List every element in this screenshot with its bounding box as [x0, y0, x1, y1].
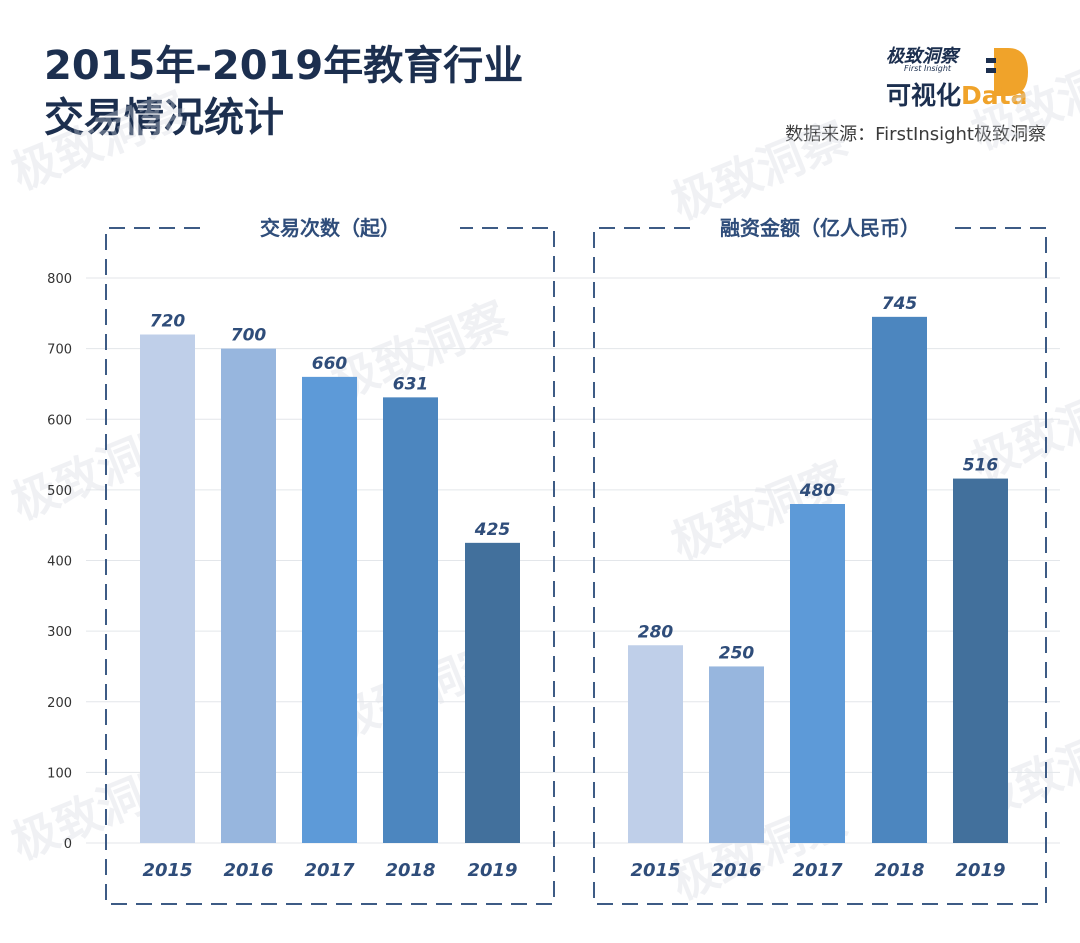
logo-top-text: 极致洞察 — [886, 46, 958, 67]
y-tick-label: 200 — [47, 696, 72, 711]
bar — [872, 316, 927, 843]
y-tick-label: 400 — [47, 555, 72, 570]
page-title: 2015年-2019年教育行业 交易情况统计 — [44, 40, 523, 144]
bars-layer — [140, 316, 1008, 843]
x-tick-label: 2017 — [792, 860, 843, 881]
x-tick-label: 2015 — [630, 860, 680, 881]
x-tick-label: 2019 — [467, 860, 517, 881]
value-label: 631 — [393, 374, 429, 394]
x-tick-label: 2018 — [385, 860, 435, 881]
bar — [465, 542, 520, 843]
value-label: 516 — [963, 456, 999, 476]
bar — [140, 334, 195, 843]
y-tick-label: 300 — [47, 625, 72, 640]
bar — [628, 645, 683, 843]
watermark-text: 极致洞察 — [4, 81, 195, 200]
value-label: 480 — [799, 481, 836, 501]
watermark-text: 极致洞察 — [964, 41, 1080, 160]
logo-sub-text: First Insight — [904, 64, 952, 73]
source-note: 数据来源：FirstInsight极致洞察 — [785, 124, 1046, 145]
value-label: 720 — [150, 312, 186, 332]
value-label: 660 — [312, 354, 348, 374]
x-tick-label: 2015 — [142, 860, 192, 881]
labels-layer: 0 100 200 300 400 500 600 700 800 交易次数（起） 720 2015 7… — [47, 216, 1005, 881]
y-tick-label: 500 — [47, 484, 72, 499]
panel-frames — [105, 227, 1047, 905]
watermark-text: 极致洞察 — [664, 111, 855, 230]
title-line-2: 交易情况统计 — [44, 95, 284, 141]
title-line-1: 2015年-2019年教育行业 — [44, 43, 524, 89]
panel-title: 交易次数（起） — [260, 216, 400, 240]
panel-frame — [593, 227, 1047, 905]
panel-title: 融资金额（亿人民币） — [720, 216, 920, 240]
logo-main-text: 可视化Data — [886, 76, 1027, 112]
y-tick-label: 100 — [47, 766, 72, 781]
x-tick-label: 2017 — [304, 860, 355, 881]
x-tick-label: 2016 — [711, 860, 761, 881]
bar — [221, 348, 276, 843]
y-tick-label: 700 — [47, 343, 72, 358]
value-label: 280 — [638, 622, 674, 642]
logo-d-icon — [986, 48, 1028, 96]
bar — [302, 376, 357, 843]
y-tick-label: 600 — [47, 413, 72, 428]
x-tick-label: 2016 — [223, 860, 273, 881]
bar — [953, 478, 1008, 843]
bar — [790, 504, 845, 843]
value-label: 425 — [474, 520, 511, 540]
bar — [383, 397, 438, 843]
logo-main-cn: 可视化 — [886, 81, 962, 110]
logo-main-accent: Data — [961, 81, 1028, 110]
y-tick-label: 800 — [47, 272, 72, 287]
x-tick-label: 2018 — [874, 860, 924, 881]
value-label: 250 — [719, 643, 755, 663]
x-tick-label: 2019 — [955, 860, 1005, 881]
brand-logo: 极致洞察 First Insight 可视化Data — [886, 42, 1046, 110]
value-label: 700 — [231, 326, 267, 346]
value-label: 745 — [882, 294, 918, 314]
bar — [709, 666, 764, 843]
panel-frame — [105, 227, 555, 905]
y-tick-label: 0 — [64, 837, 72, 852]
